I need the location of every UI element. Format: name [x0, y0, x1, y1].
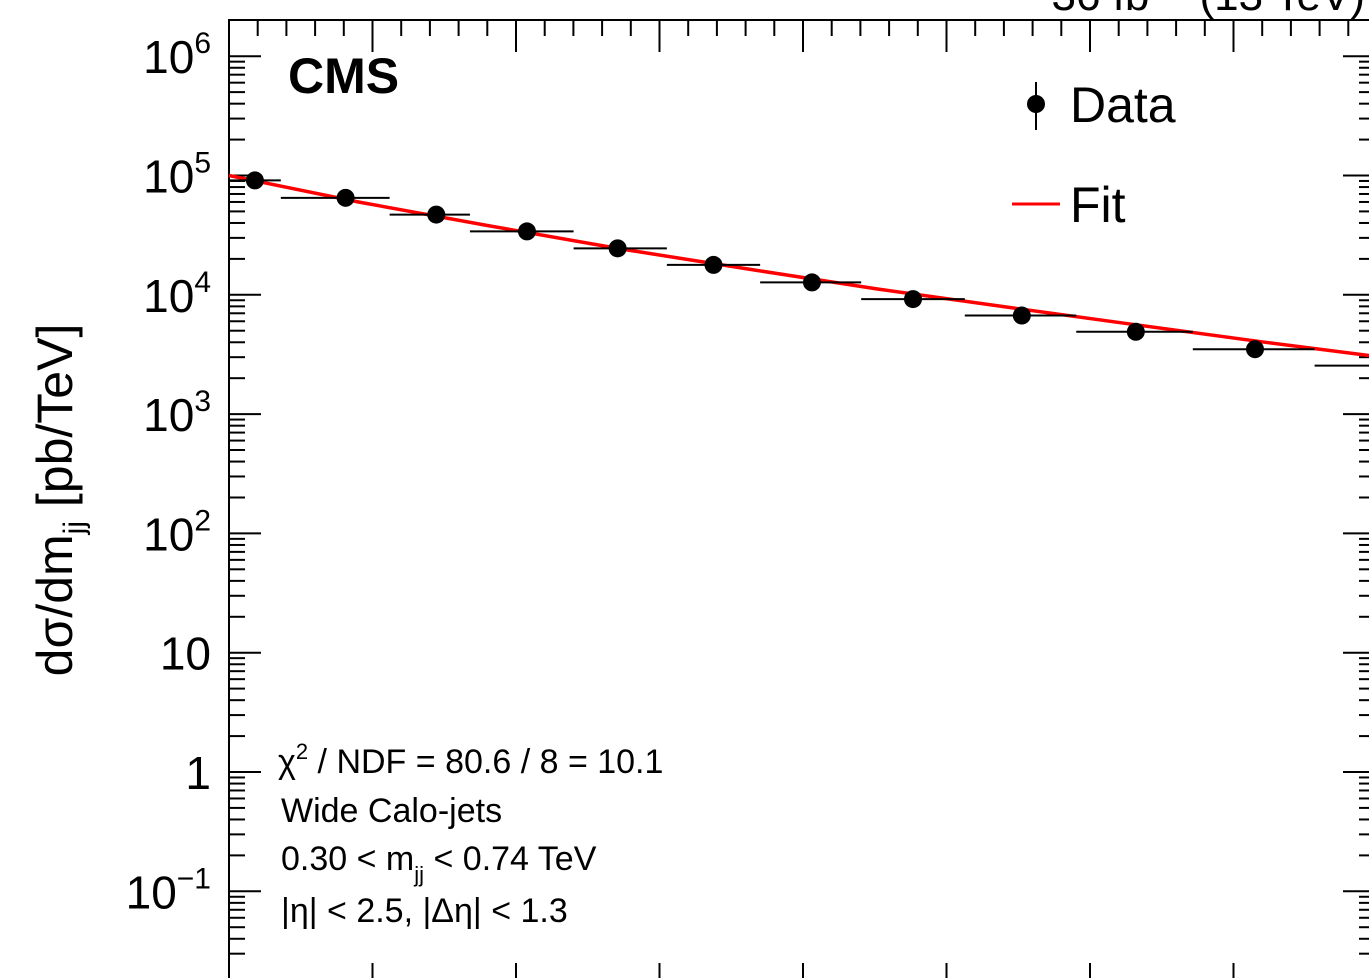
legend: Data Fit	[1012, 77, 1176, 233]
y-tick-label-exponent: 2	[194, 504, 211, 537]
y-tick-label: 103	[143, 385, 211, 441]
mass-range-post: < 0.74 TeV	[424, 840, 597, 878]
y-tick-label-base: 10	[143, 151, 194, 203]
y-tick-label-base: 10	[143, 389, 194, 441]
data-point	[704, 255, 723, 274]
y-tick-label-exponent: 4	[194, 266, 211, 299]
data-point	[608, 239, 627, 258]
experiment-label: CMS	[288, 48, 399, 104]
y-tick-label: 102	[143, 504, 211, 560]
data-point	[904, 290, 922, 309]
y-tick-label-base: 10	[143, 508, 194, 560]
mass-range-annotation: 0.30 < mjj < 0.74 TeV	[281, 840, 597, 887]
y-axis-title: dσ/dmjj [pb/TeV]	[27, 324, 91, 677]
data-point	[802, 273, 821, 292]
data-point	[245, 171, 264, 190]
eta-cut-annotation: |η| < 2.5, |Δη| < 1.3	[281, 892, 568, 930]
mass-range-pre: 0.30 < m	[281, 840, 414, 878]
lumi-label: 36 fb⁻¹ (13 TeV)	[1052, 0, 1365, 20]
data-point	[336, 188, 355, 207]
plot-frame	[228, 19, 1369, 978]
chi2-symbol: χ	[278, 743, 296, 781]
chi2-text: / NDF = 80.6 / 8 = 10.1	[308, 743, 663, 781]
y-axis-title-unit: [pb/TeV]	[27, 324, 83, 521]
legend-fit-label: Fit	[1070, 177, 1126, 233]
data-point	[517, 222, 536, 241]
chi2-annotation: χ2 / NDF = 80.6 / 8 = 10.1	[278, 739, 663, 781]
y-tick-label: 10	[160, 628, 211, 680]
fit-curve	[228, 173, 1369, 358]
y-tick-label-base: 1	[185, 747, 211, 799]
data-point	[1246, 340, 1264, 359]
y-axis-title-main: dσ/dm	[27, 534, 83, 676]
y-tick-label: 105	[143, 147, 211, 203]
legend-entry-data: Data	[1027, 77, 1176, 133]
y-tick-label-exponent: 5	[194, 147, 211, 180]
y-tick-label: 104	[143, 266, 211, 322]
series-layer	[228, 171, 1369, 367]
y-tick-label: 106	[143, 27, 211, 83]
y-tick-label-exponent: 3	[194, 385, 211, 418]
y-tick-label-exponent: −1	[177, 862, 211, 895]
y-tick-label-base: 10	[160, 628, 211, 680]
y-tick-label-base: 10	[143, 270, 194, 322]
legend-data-label: Data	[1070, 77, 1176, 133]
y-axis-title-sub: jj	[58, 521, 91, 535]
jet-type-annotation: Wide Calo-jets	[281, 792, 502, 830]
y-tick-label: 10−1	[126, 862, 211, 918]
y-tick-label-exponent: 6	[194, 27, 211, 60]
data-point	[1012, 306, 1031, 325]
legend-data-marker	[1027, 95, 1045, 113]
y-tick-label: 1	[185, 747, 211, 799]
data-point	[427, 205, 446, 224]
y-tick-label-base: 10	[143, 31, 194, 83]
y-tick-label-base: 10	[126, 866, 177, 918]
mass-range-sub: jj	[413, 862, 424, 887]
data-point	[1126, 322, 1145, 341]
legend-entry-fit: Fit	[1012, 177, 1126, 233]
chi2-superscript: 2	[296, 739, 308, 764]
annotations: χ2 / NDF = 80.6 / 8 = 10.1 Wide Calo-jet…	[278, 739, 663, 930]
axis-ticks	[228, 20, 1369, 978]
